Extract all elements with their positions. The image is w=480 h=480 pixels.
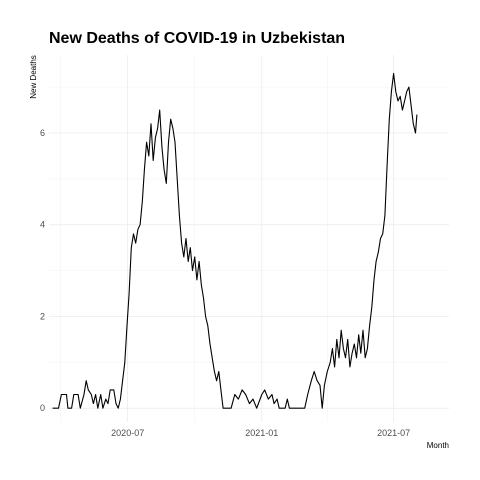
y-tick-label: 4 <box>40 220 45 230</box>
y-axis-label: New Deaths <box>29 55 38 99</box>
grid-lines <box>49 55 449 422</box>
x-tick-label: 2021-01 <box>245 428 278 438</box>
tick-labels: 0 2 4 6 2020-07 2021-01 2021-07 <box>40 128 410 438</box>
x-tick-label: 2020-07 <box>111 428 144 438</box>
x-tick-label: 2021-07 <box>377 428 410 438</box>
y-tick-label: 0 <box>40 403 45 413</box>
x-axis-label: Month <box>427 441 449 450</box>
series-line-0 <box>52 72 418 409</box>
chart-title: New Deaths of COVID-19 in Uzbekistan <box>49 30 345 47</box>
y-tick-label: 6 <box>40 128 45 138</box>
y-tick-label: 2 <box>40 311 45 321</box>
series-lines <box>52 72 418 409</box>
